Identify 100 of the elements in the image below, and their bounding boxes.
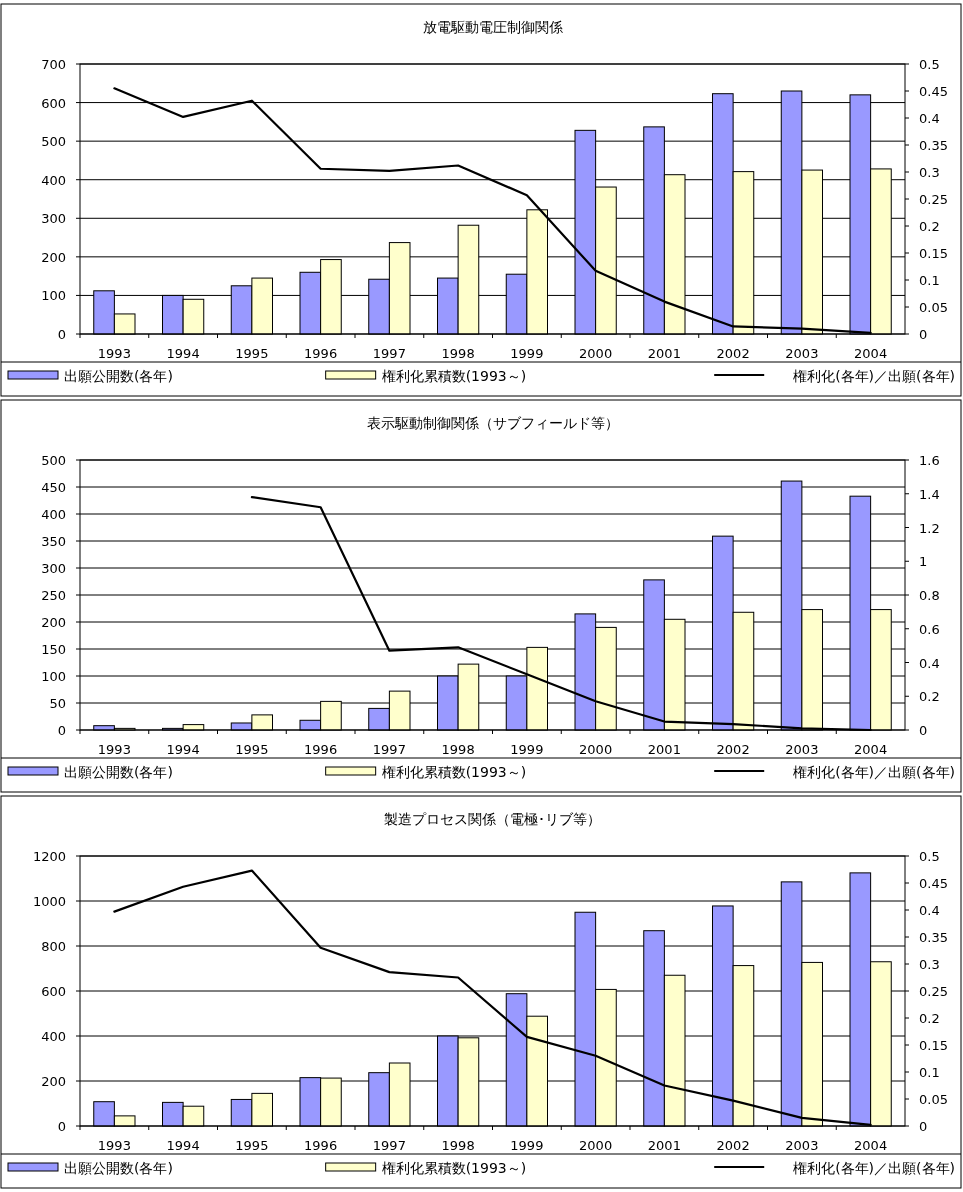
x-tick-label: 1998 bbox=[441, 1138, 475, 1153]
x-tick-label: 1993 bbox=[97, 346, 131, 361]
legend-label: 権利化累積数(1993～) bbox=[381, 764, 527, 780]
x-tick-label: 2003 bbox=[785, 346, 819, 361]
y-tick-label: 400 bbox=[41, 172, 66, 188]
y-tick-label: 400 bbox=[41, 1029, 66, 1044]
y2-tick-label: 0.5 bbox=[919, 849, 940, 864]
y2-tick-label: 0.45 bbox=[919, 84, 948, 99]
y-tick-label: 350 bbox=[41, 534, 66, 549]
y2-tick-label: 0 bbox=[919, 1119, 928, 1134]
chart-title: 製造プロセス関係（電極･リブ等） bbox=[384, 811, 601, 827]
y2-tick-label: 0.2 bbox=[919, 689, 940, 705]
y2-tick-label: 0.4 bbox=[919, 111, 940, 126]
chart-title: 放電駆動電圧制御関係 bbox=[422, 19, 563, 35]
y-tick-label: 0 bbox=[57, 723, 66, 738]
y-tick-label: 500 bbox=[41, 453, 66, 468]
y-tick-label: 600 bbox=[41, 95, 66, 111]
y-tick-label: 50 bbox=[49, 696, 66, 711]
y-tick-label: 200 bbox=[41, 1074, 66, 1089]
x-tick-label: 1998 bbox=[441, 742, 475, 757]
x-tick-label: 1995 bbox=[235, 346, 269, 361]
legend-label: 権利化(各年)／出願(各年) bbox=[793, 764, 955, 780]
y-tick-label: 700 bbox=[41, 57, 66, 72]
y2-tick-label: 0.2 bbox=[919, 1011, 940, 1026]
y2-tick-label: 0.35 bbox=[919, 138, 948, 153]
y-tick-label: 1200 bbox=[32, 849, 66, 864]
x-tick-label: 1994 bbox=[166, 742, 200, 757]
y2-tick-label: 0.1 bbox=[919, 273, 940, 288]
y2-tick-label: 0.1 bbox=[919, 1065, 940, 1080]
x-tick-label: 1993 bbox=[97, 742, 131, 757]
y-tick-label: 100 bbox=[41, 669, 66, 684]
y-tick-label: 200 bbox=[41, 615, 66, 630]
y2-tick-label: 0.4 bbox=[919, 655, 940, 671]
x-tick-label: 2001 bbox=[647, 742, 681, 757]
y-tick-label: 150 bbox=[41, 642, 66, 657]
y-tick-label: 450 bbox=[41, 480, 66, 495]
y-tick-label: 600 bbox=[41, 984, 66, 999]
legend-label: 権利化(各年)／出願(各年) bbox=[793, 1160, 955, 1176]
y2-tick-label: 1.4 bbox=[919, 486, 940, 502]
y2-tick-label: 0.25 bbox=[919, 984, 948, 999]
x-tick-label: 2000 bbox=[579, 1138, 613, 1153]
y2-tick-label: 0.05 bbox=[919, 1092, 948, 1107]
y-tick-label: 200 bbox=[41, 249, 66, 265]
x-tick-label: 1996 bbox=[304, 346, 338, 361]
y-tick-label: 300 bbox=[41, 211, 66, 227]
x-tick-label: 2003 bbox=[785, 1138, 819, 1153]
y-tick-label: 100 bbox=[41, 288, 66, 304]
y2-tick-label: 0.25 bbox=[919, 192, 948, 207]
legend-label: 出願公開数(各年) bbox=[64, 368, 173, 384]
x-tick-label: 1996 bbox=[304, 1138, 338, 1153]
x-tick-label: 2004 bbox=[854, 742, 888, 757]
y-tick-label: 300 bbox=[41, 561, 66, 576]
legend-label: 権利化累積数(1993～) bbox=[381, 368, 527, 384]
x-tick-label: 2001 bbox=[647, 1138, 681, 1153]
y2-tick-label: 0 bbox=[919, 327, 928, 342]
y2-tick-label: 0.5 bbox=[919, 57, 940, 72]
x-tick-label: 2002 bbox=[716, 346, 750, 361]
x-tick-label: 2004 bbox=[854, 1138, 888, 1153]
y2-tick-label: 0.6 bbox=[919, 621, 940, 637]
y-tick-label: 1000 bbox=[32, 894, 66, 909]
y2-tick-label: 0.2 bbox=[919, 219, 940, 234]
y-tick-label: 800 bbox=[41, 939, 66, 954]
legend-label: 権利化(各年)／出願(各年) bbox=[793, 368, 955, 384]
x-tick-label: 2003 bbox=[785, 742, 819, 757]
y2-tick-label: 0 bbox=[919, 723, 928, 738]
x-tick-label: 1993 bbox=[97, 1138, 131, 1153]
x-tick-label: 2000 bbox=[579, 346, 613, 361]
y2-tick-label: 0.3 bbox=[919, 165, 940, 180]
y2-tick-label: 1.2 bbox=[919, 520, 940, 536]
y2-tick-label: 0.8 bbox=[919, 588, 940, 603]
x-tick-label: 1994 bbox=[166, 1138, 200, 1153]
y2-tick-label: 0.4 bbox=[919, 903, 940, 918]
x-tick-label: 1999 bbox=[510, 346, 544, 361]
y2-tick-label: 0.3 bbox=[919, 957, 940, 972]
y-tick-label: 250 bbox=[41, 588, 66, 603]
x-tick-label: 2002 bbox=[716, 742, 750, 757]
x-tick-label: 1997 bbox=[372, 742, 406, 757]
y2-tick-label: 0.15 bbox=[919, 246, 948, 261]
legend-label: 出願公開数(各年) bbox=[64, 764, 173, 780]
y2-tick-label: 1.6 bbox=[919, 453, 940, 468]
y2-tick-label: 0.15 bbox=[919, 1038, 948, 1053]
y2-tick-label: 0.05 bbox=[919, 300, 948, 315]
x-tick-label: 2000 bbox=[579, 742, 613, 757]
y-tick-label: 0 bbox=[57, 1119, 66, 1134]
x-tick-label: 2002 bbox=[716, 1138, 750, 1153]
x-tick-label: 1995 bbox=[235, 1138, 269, 1153]
x-tick-label: 2004 bbox=[854, 346, 888, 361]
y2-tick-label: 0.45 bbox=[919, 876, 948, 891]
y2-tick-label: 0.35 bbox=[919, 930, 948, 945]
y-tick-label: 0 bbox=[57, 327, 66, 342]
y-tick-label: 500 bbox=[41, 134, 66, 150]
x-tick-label: 1996 bbox=[304, 742, 338, 757]
x-tick-label: 1995 bbox=[235, 742, 269, 757]
legend-label: 出願公開数(各年) bbox=[64, 1160, 173, 1176]
chart-title: 表示駆動制御関係（サブフィールド等） bbox=[366, 415, 619, 431]
legend-label: 権利化累積数(1993～) bbox=[381, 1160, 527, 1176]
x-tick-label: 1997 bbox=[372, 346, 406, 361]
x-tick-label: 1998 bbox=[441, 346, 475, 361]
y-tick-label: 400 bbox=[41, 507, 66, 522]
x-tick-label: 2001 bbox=[647, 346, 681, 361]
